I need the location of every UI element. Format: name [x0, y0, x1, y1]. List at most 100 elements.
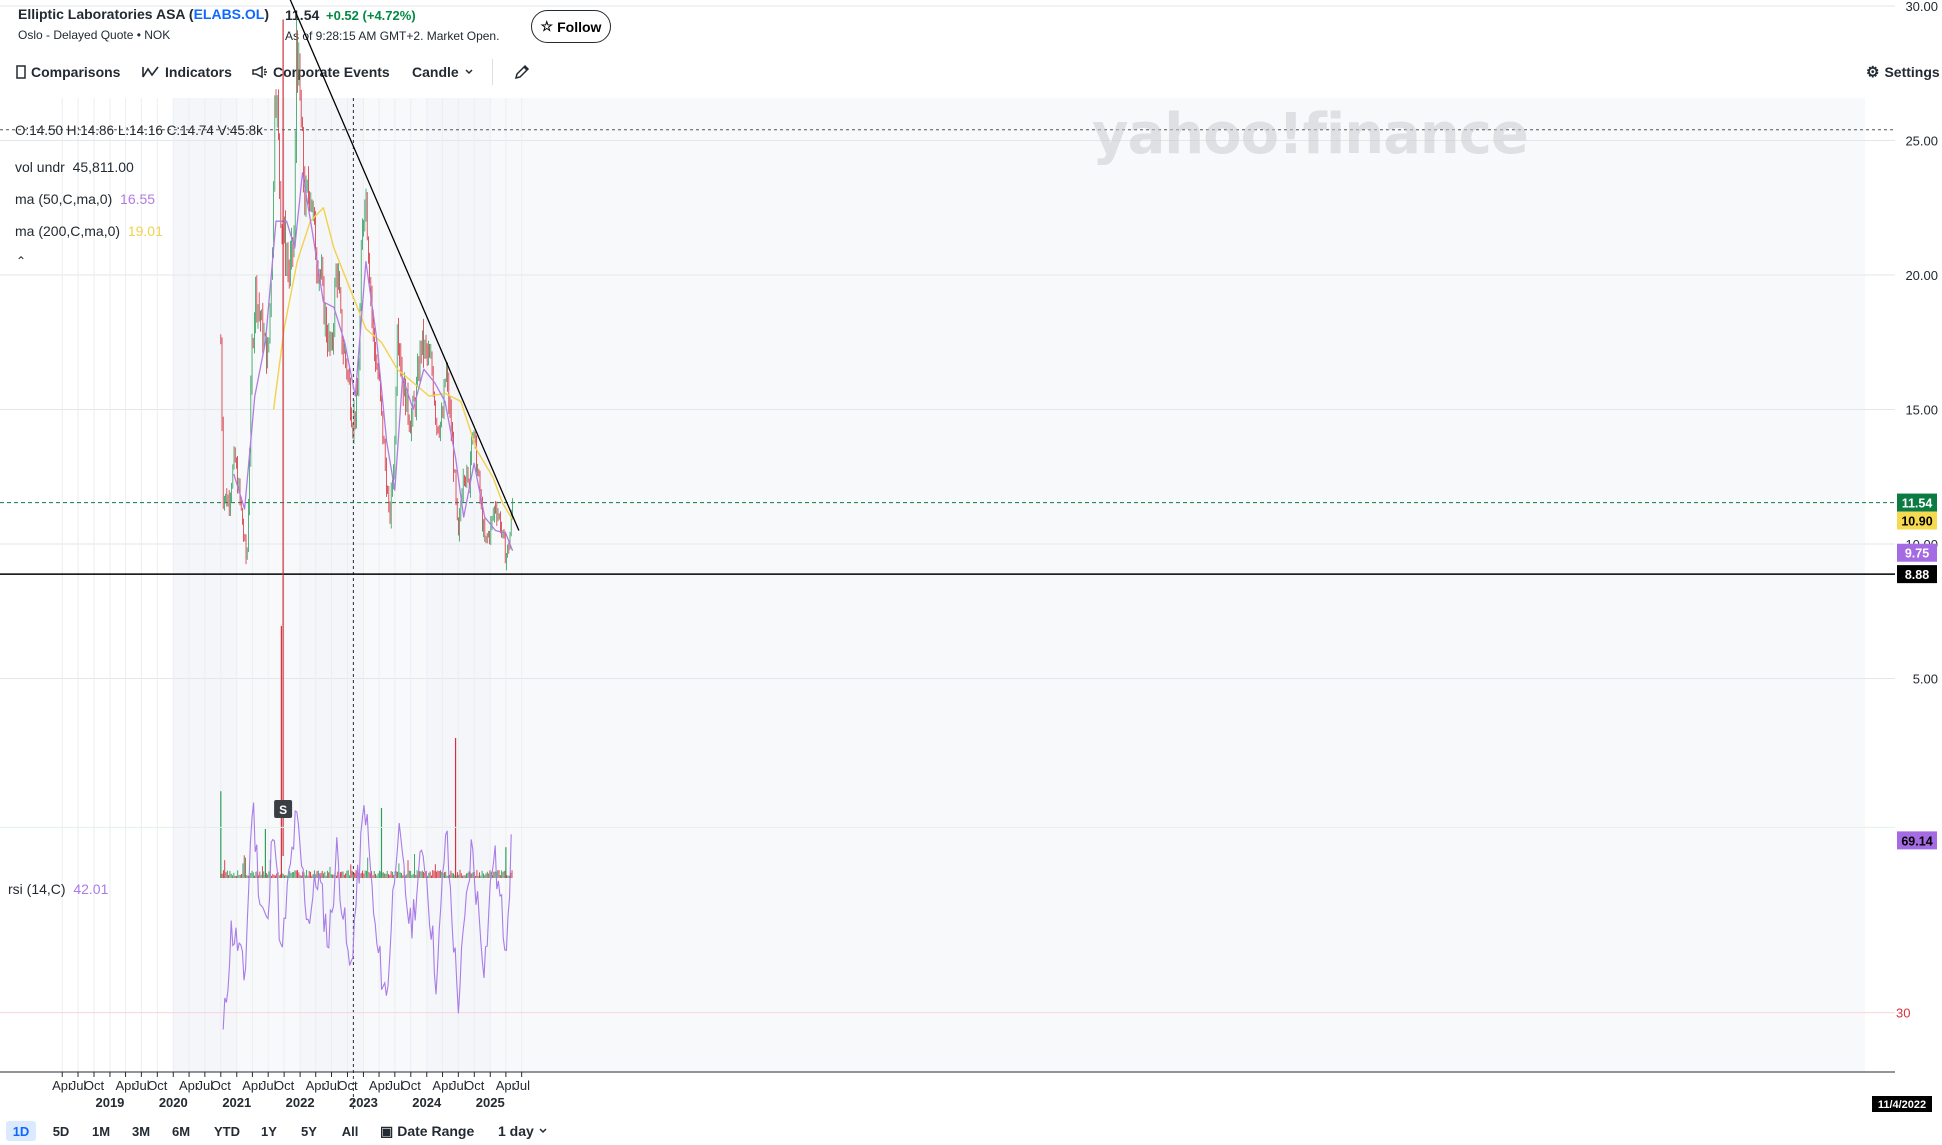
symbol-link[interactable]: ELABS.OL: [193, 6, 265, 22]
chart-type-select[interactable]: Candle: [412, 61, 474, 83]
x-year-label: 2025: [476, 1095, 505, 1110]
chevron-down-icon: [539, 1128, 547, 1134]
x-year-label: 2021: [222, 1095, 251, 1110]
x-tick-label: Oct: [401, 1078, 422, 1093]
plot-background: [173, 98, 1866, 1072]
x-tick-label: Jul: [70, 1078, 87, 1093]
quote-header: Elliptic Laboratories ASA (ELABS.OL) Osl…: [0, 0, 1942, 58]
collapse-legend-button[interactable]: ⌃: [16, 254, 26, 268]
ma50-legend[interactable]: ma (50,C,ma,0) 16.55: [15, 191, 155, 207]
resistance-trendline: [289, 0, 520, 531]
y-tick-label: 20.00: [1905, 268, 1938, 283]
date-range-label: Date Range: [397, 1123, 475, 1139]
draw-button[interactable]: [512, 61, 532, 83]
gear-icon: ⚙: [1866, 64, 1880, 81]
x-tick-label: Jul: [197, 1078, 214, 1093]
price-badge-bg: [1897, 493, 1937, 512]
indicators-button[interactable]: Indicators: [142, 61, 232, 83]
range-button-3m[interactable]: 3M: [131, 1123, 151, 1139]
range-button-5d[interactable]: 5D: [52, 1123, 70, 1139]
support-badge: 8.88: [1905, 568, 1929, 582]
volume-legend-label: vol undr: [15, 159, 65, 175]
x-tick-label: Oct: [211, 1078, 232, 1093]
crosshair-date-badge: [1872, 1096, 1932, 1112]
x-year-label: 2020: [159, 1095, 188, 1110]
range-button-1m[interactable]: 1M: [91, 1123, 111, 1139]
crosshair-date-label: 11/4/2022: [1878, 1099, 1926, 1111]
comparisons-button[interactable]: Comparisons: [16, 61, 120, 83]
x-tick-label: Oct: [147, 1078, 168, 1093]
date-range-button[interactable]: ▣ Date Range: [380, 1121, 474, 1141]
x-tick-label: Jul: [513, 1078, 530, 1093]
price-change-pct: (+4.72%): [362, 8, 416, 23]
settings-button[interactable]: ⚙ Settings: [1866, 61, 1940, 83]
ma200-legend-label: ma (200,C,ma,0): [15, 223, 121, 239]
x-year-label: 2019: [95, 1095, 124, 1110]
rsi-line: [222, 802, 512, 1030]
range-bar: ▣ Date Range 1 day 1D 5D 1M 3M 6M YTD 1Y 5Y All: [0, 1117, 1942, 1145]
range-button-all[interactable]: All: [341, 1123, 359, 1139]
watermark-logo: yahoo!finance: [1092, 102, 1529, 167]
toolbar-divider: [492, 59, 493, 85]
x-tick-label: Jul: [323, 1078, 340, 1093]
pencil-icon: [514, 64, 530, 80]
company-name-text: Elliptic Laboratories ASA: [18, 6, 185, 22]
settings-label: Settings: [1884, 64, 1940, 80]
ohlc-readout: O:14.50 H:14.86 L:14.16 C:14.74 V:45.8k: [15, 123, 263, 138]
x-tick-label: Apr: [115, 1078, 136, 1093]
x-tick-label: Apr: [179, 1078, 200, 1093]
chart-type-label: Candle: [412, 64, 459, 80]
volume-legend-value: 45,811.00: [72, 159, 134, 175]
chart-toolbar: Comparisons Indicators Corporate Events …: [0, 55, 1942, 89]
corporate-events-button[interactable]: Corporate Events: [251, 61, 390, 83]
y-tick-label: 25.00: [1905, 134, 1938, 149]
range-button-1d[interactable]: 1D: [6, 1121, 36, 1141]
candles-group: [220, 17, 513, 571]
rsi-legend-value: 42.01: [73, 881, 109, 897]
interval-select[interactable]: 1 day: [498, 1121, 548, 1141]
price-badge: 11.54: [1902, 497, 1933, 511]
split-event-label: S: [279, 803, 287, 817]
ma200-badge: 10.90: [1901, 515, 1932, 529]
volume-legend: vol undr 45,811.00: [15, 159, 134, 175]
last-price: 11.54: [285, 7, 320, 23]
y-tick-label: 15.00: [1905, 403, 1938, 418]
x-tick-label: Oct: [84, 1078, 105, 1093]
star-icon: ☆: [540, 18, 554, 34]
x-tick-label: Oct: [464, 1078, 485, 1093]
range-button-ytd[interactable]: YTD: [214, 1123, 240, 1139]
x-tick-label: Apr: [432, 1078, 453, 1093]
ma200-badge-bg: [1897, 511, 1937, 530]
x-tick-label: Jul: [260, 1078, 277, 1093]
rsi-legend-label: rsi (14,C): [8, 881, 66, 897]
support-badge-bg: [1897, 565, 1937, 584]
x-tick-label: Jul: [133, 1078, 150, 1093]
comparisons-label: Comparisons: [31, 64, 121, 80]
x-tick-label: Jul: [387, 1078, 404, 1093]
y-tick-label: 5.00: [1913, 672, 1938, 687]
price-change: +0.52 (+4.72%): [326, 8, 416, 23]
rsi-30-label: 30: [1896, 1006, 1910, 1021]
megaphone-icon: [252, 65, 267, 79]
range-button-1y[interactable]: 1Y: [261, 1123, 277, 1139]
x-year-label: 2024: [412, 1095, 442, 1110]
ma50-badge: 9.75: [1905, 547, 1929, 561]
price-change-abs: +0.52: [326, 8, 359, 23]
ma200-legend-value: 19.01: [127, 223, 163, 239]
ma200-line: [272, 207, 514, 521]
x-tick-label: Jul: [450, 1078, 467, 1093]
x-tick-label: Apr: [306, 1078, 327, 1093]
x-tick-label: Apr: [52, 1078, 73, 1093]
rsi-legend[interactable]: rsi (14,C) 42.01: [8, 881, 108, 897]
ma200-legend[interactable]: ma (200,C,ma,0) 19.01: [15, 223, 163, 239]
x-tick-label: Oct: [274, 1078, 295, 1093]
calendar-icon: ▣: [380, 1122, 394, 1139]
split-event-marker[interactable]: [274, 800, 293, 818]
follow-button[interactable]: ☆ Follow: [531, 10, 611, 43]
y-tick-label: 30.00: [1905, 0, 1938, 14]
chevron-down-icon: [465, 69, 473, 75]
range-button-5y[interactable]: 5Y: [301, 1123, 317, 1139]
range-button-6m[interactable]: 6M: [171, 1123, 191, 1139]
interval-label: 1 day: [498, 1123, 534, 1139]
